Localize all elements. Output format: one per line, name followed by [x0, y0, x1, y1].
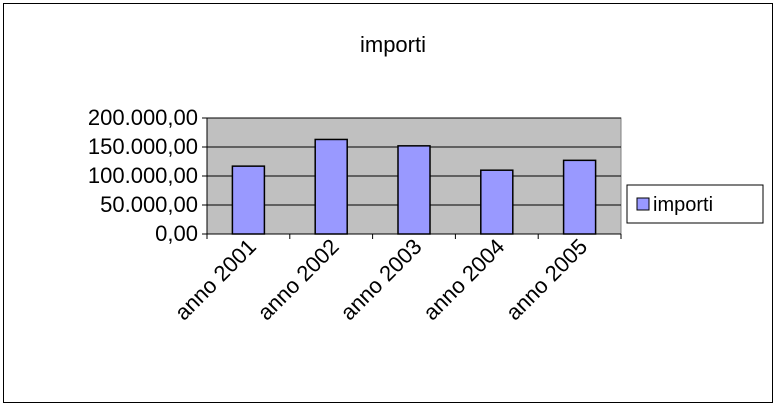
bars	[231, 138, 597, 235]
x-tick-label: anno 2003	[335, 234, 426, 325]
y-tick-label: 50.000,00	[100, 192, 198, 217]
bar	[397, 145, 431, 235]
legend-swatch	[636, 197, 650, 211]
chart-title: importi	[360, 32, 426, 57]
bar	[314, 138, 348, 235]
bar	[231, 165, 266, 235]
legend-box	[626, 184, 764, 224]
x-tick-label: anno 2005	[501, 234, 592, 325]
legend-label: importi	[653, 194, 713, 216]
x-tick-label: anno 2004	[418, 234, 509, 325]
bar	[480, 169, 514, 235]
y-tick-label: 200.000,00	[88, 105, 198, 130]
axes	[202, 117, 622, 239]
y-tick-labels: 0,00 50.000,00 100.000,00 150.000,00 200.000…	[88, 105, 198, 246]
y-tick-label: 0,00	[155, 221, 198, 246]
x-tick-label: anno 2002	[253, 234, 344, 325]
legend: importi	[626, 184, 764, 224]
y-tick-label: 100.000,00	[88, 163, 198, 188]
y-tick-label: 150.000,00	[88, 134, 198, 159]
x-tick-label: anno 2001	[170, 234, 261, 325]
bar	[562, 159, 597, 235]
